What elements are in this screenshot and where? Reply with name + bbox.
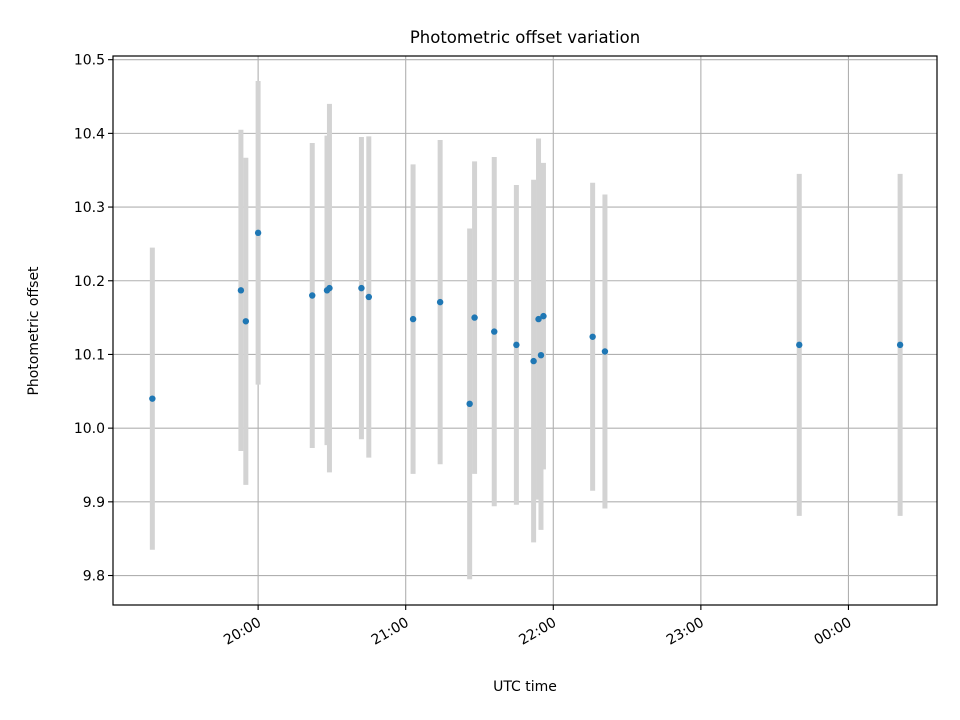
y-tick-label: 9.8 [83,569,105,585]
data-point [530,357,537,365]
data-point [513,341,520,349]
data-point [537,351,545,359]
data-point [796,341,803,349]
y-tick-label: 10.1 [74,347,105,363]
data-point [491,328,498,335]
data-point [589,333,596,340]
y-axis-label: Photometric offset [26,266,42,396]
data-point [466,400,473,408]
data-point [471,314,478,321]
plot-area-frame [112,55,938,606]
data-point [436,298,444,306]
chart-title: Photometric offset variation [410,28,640,47]
data-point [365,293,373,301]
data-point [535,315,542,323]
data-point [409,315,417,323]
data-point [326,284,333,292]
y-tick-label: 10.5 [74,53,105,69]
data-point [254,229,262,237]
data-point [896,341,904,349]
data-point [358,284,365,292]
y-tick-label: 10.0 [74,421,105,437]
data-points [149,229,904,408]
y-tick-label: 10.3 [74,200,105,216]
data-point [601,348,609,355]
data-point [309,292,316,299]
y-tick-label: 9.9 [83,495,105,511]
y-tick-label: 10.4 [74,126,105,142]
data-point [237,287,245,294]
y-axis-ticks: 9.8 9.9 10.0 10.1 10.2 10.3 10.4 10.5 [74,53,113,585]
y-tick-label: 10.2 [74,274,105,290]
data-point [540,312,547,320]
data-point [242,318,250,325]
x-axis-label: UTC time [493,679,557,695]
data-point [149,395,156,402]
